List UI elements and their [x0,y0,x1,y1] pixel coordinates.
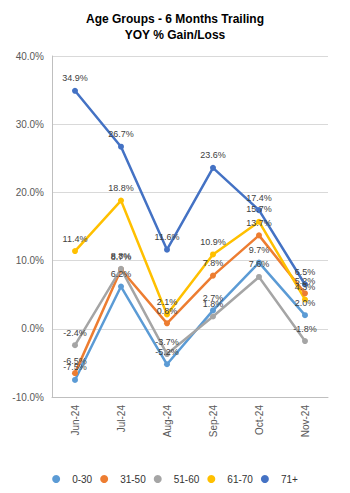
svg-text:11.4%: 11.4% [63,234,88,244]
svg-text:11.6%: 11.6% [155,232,180,242]
svg-text:-7.5%: -7.5% [63,362,87,373]
svg-text:-5.2%: -5.2% [155,347,179,357]
svg-text:Jul-24: Jul-24 [116,405,127,433]
svg-text:7.6%: 7.6% [249,259,270,269]
svg-text:-6.5%: -6.5% [63,356,87,366]
svg-text:-2.4%: -2.4% [63,328,87,338]
svg-text:0.8%: 0.8% [157,306,178,316]
svg-text:Oct-24: Oct-24 [254,405,265,435]
svg-text:8.7%: 8.7% [111,252,132,262]
svg-text:-10.0%: -10.0% [12,392,44,403]
svg-text:2.1%: 2.1% [157,297,178,307]
svg-text:0-30: 0-30 [72,474,92,485]
svg-text:6.5%: 6.5% [295,267,316,277]
svg-text:2.7%: 2.7% [202,292,224,303]
svg-text:6.2%: 6.2% [111,269,132,279]
svg-text:20.0%: 20.0% [16,187,44,198]
svg-text:-3.7%: -3.7% [155,337,179,347]
svg-text:0.0%: 0.0% [21,323,44,334]
svg-text:10.0%: 10.0% [16,255,44,266]
svg-text:9.7%: 9.7% [249,245,270,255]
svg-text:4.3%: 4.3% [295,282,316,292]
svg-text:5.2%: 5.2% [294,275,316,286]
svg-text:71+: 71+ [281,474,298,485]
svg-text:1.8%: 1.8% [203,299,224,309]
svg-text:-1.8%: -1.8% [293,324,317,334]
svg-text:17.4%: 17.4% [246,193,272,203]
svg-text:34.9%: 34.9% [62,73,88,83]
svg-text:61-70: 61-70 [227,474,253,485]
svg-text:YOY % Gain/Loss: YOY % Gain/Loss [125,28,226,42]
svg-text:13.7%: 13.7% [246,218,272,228]
svg-text:31-50: 31-50 [120,474,146,485]
svg-text:Sep-24: Sep-24 [208,405,219,438]
svg-text:40.0%: 40.0% [16,51,44,62]
svg-text:51-60: 51-60 [174,474,200,485]
svg-text:7.8%: 7.8% [203,258,224,268]
svg-text:Jun-24: Jun-24 [70,405,81,436]
svg-text:26.7%: 26.7% [108,129,134,139]
svg-text:15.7%: 15.7% [246,204,272,214]
svg-text:8.8%: 8.8% [111,251,132,261]
svg-text:18.8%: 18.8% [108,183,134,193]
svg-text:Age Groups - 6 Months Trailing: Age Groups - 6 Months Trailing [86,12,264,26]
svg-text:Nov-24: Nov-24 [300,405,311,438]
svg-text:30.0%: 30.0% [16,119,44,130]
svg-text:2.0%: 2.0% [295,298,316,308]
svg-text:23.6%: 23.6% [200,150,226,160]
svg-text:10.9%: 10.9% [200,237,226,247]
svg-text:Aug-24: Aug-24 [162,405,173,438]
